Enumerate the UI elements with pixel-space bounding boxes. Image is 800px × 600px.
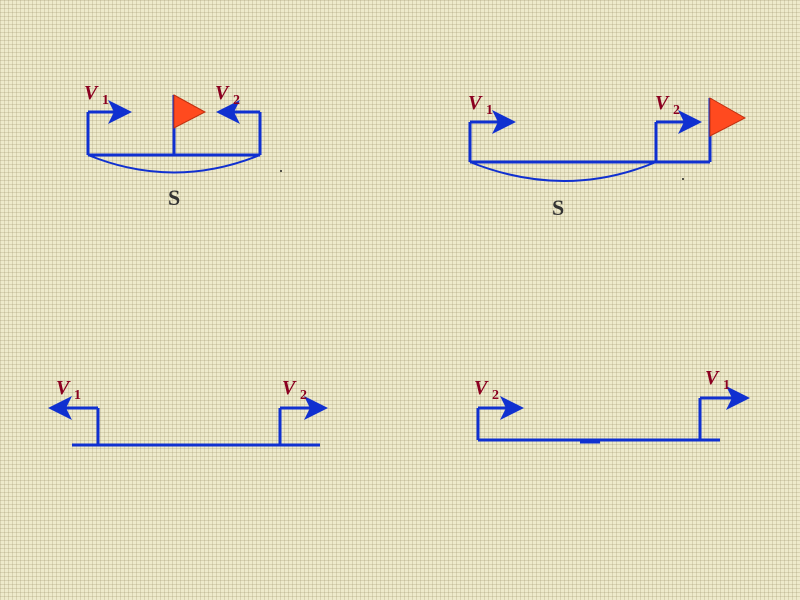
bl-v2-label: V 2: [282, 377, 307, 404]
diagram-svg: [0, 0, 800, 600]
tl-s-label: S: [168, 185, 180, 211]
br-v1-label: V 1: [705, 367, 730, 394]
tl-v2-label: V 2: [215, 82, 240, 109]
bl-v1-label: V 1: [56, 377, 81, 404]
tl-v1-label: V 1: [84, 82, 109, 109]
tr-v2-label: V 2: [655, 92, 680, 119]
tr-s-label: S: [552, 195, 564, 221]
tr-v1-label: V 1: [468, 92, 493, 119]
br-v2-label: V 2: [474, 377, 499, 404]
